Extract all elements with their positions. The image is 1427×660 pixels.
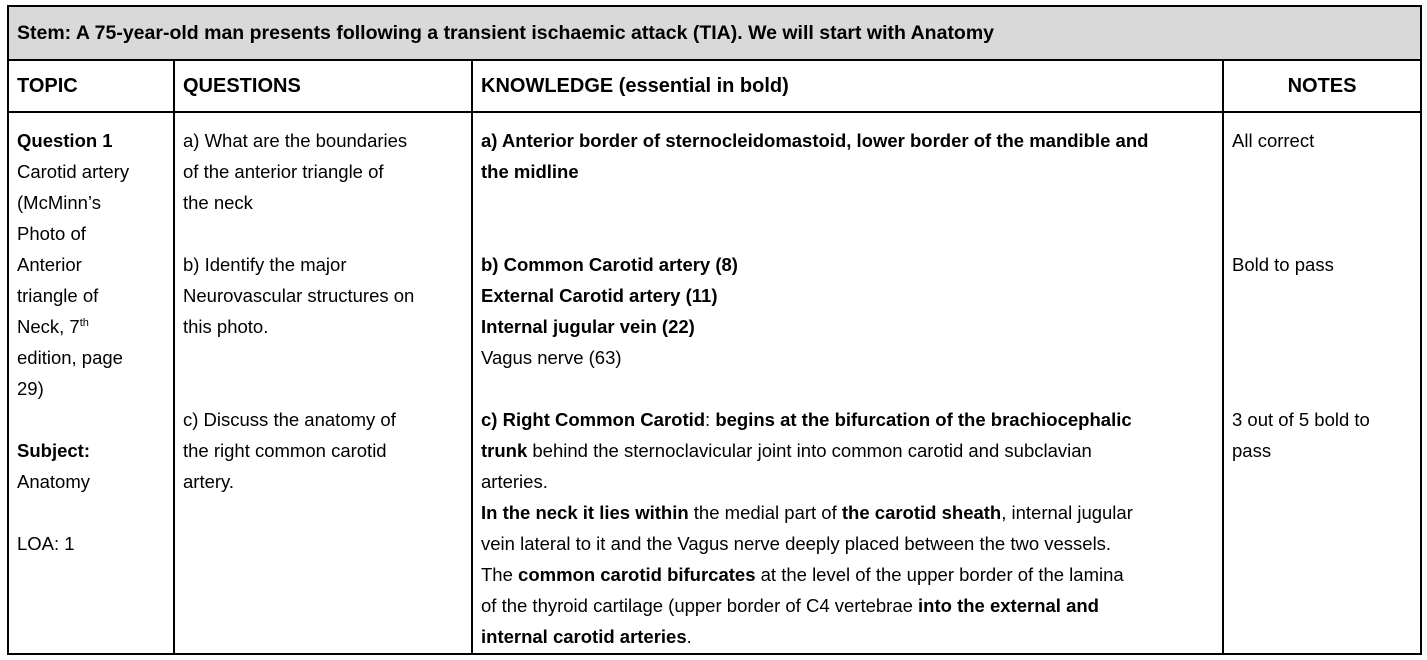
header-questions: QUESTIONS (173, 59, 473, 113)
topic-line: Photo of (17, 223, 86, 244)
topic-line: (McMinn’s (17, 192, 101, 213)
notes-cell: All correct Bold to pass 3 out of 5 bold… (1221, 111, 1423, 655)
header-knowledge: KNOWLEDGE (essential in bold) (471, 59, 1224, 113)
knowledge-b: External Carotid artery (11) (481, 285, 718, 306)
question-b: this photo. (183, 316, 269, 337)
knowledge-cell: a) Anterior border of sternocleidomastoi… (471, 111, 1224, 655)
topic-line: triangle of (17, 285, 99, 306)
note-a: All correct (1232, 130, 1315, 151)
stem-text: Stem: A 75-year-old man presents followi… (17, 21, 995, 44)
question-b: b) Identify the major (183, 254, 347, 275)
exam-table: Stem: A 75-year-old man presents followi… (6, 5, 1423, 655)
topic-line: 29) (17, 378, 44, 399)
topic-line: edition, page (17, 347, 123, 368)
subject-label: Subject: (17, 440, 90, 461)
subject-value: Anatomy (17, 471, 91, 492)
note-c: 3 out of 5 bold to (1232, 409, 1370, 430)
knowledge-a: a) Anterior border of sternocleidomastoi… (481, 130, 1149, 151)
knowledge-c: c) Right Common Carotid: begins at the b… (481, 409, 1132, 430)
note-c: pass (1232, 440, 1272, 461)
knowledge-a: the midline (481, 161, 579, 182)
topic-line: Anterior (17, 254, 82, 275)
stem-header: Stem: A 75-year-old man presents followi… (6, 5, 1423, 61)
question-c: artery. (183, 471, 235, 492)
question-a: a) What are the boundaries (183, 130, 408, 151)
knowledge-c: of the thyroid cartilage (upper border o… (481, 595, 1099, 616)
loa-label: LOA: 1 (17, 533, 75, 554)
question-c: the right common carotid (183, 440, 387, 461)
note-b: Bold to pass (1232, 254, 1334, 275)
knowledge-c: vein lateral to it and the Vagus nerve d… (481, 533, 1112, 554)
topic-line: Carotid artery (17, 161, 130, 182)
header-notes: NOTES (1221, 59, 1423, 113)
knowledge-b: Internal jugular vein (22) (481, 316, 695, 337)
question-c: c) Discuss the anatomy of (183, 409, 396, 430)
knowledge-b: Vagus nerve (63) (481, 347, 622, 368)
questions-cell: a) What are the boundaries of the anteri… (173, 111, 473, 655)
topic-line: Neck, 7th (17, 316, 89, 337)
header-topic: TOPIC (7, 59, 175, 113)
topic-cell: Question 1 Carotid artery (McMinn’s Phot… (7, 111, 175, 655)
knowledge-c: The common carotid bifurcates at the lev… (481, 564, 1124, 585)
knowledge-c: internal carotid arteries. (481, 626, 692, 647)
knowledge-c: trunk behind the sternoclavicular joint … (481, 440, 1092, 461)
knowledge-b: b) Common Carotid artery (8) (481, 254, 738, 275)
knowledge-c: In the neck it lies within the medial pa… (481, 502, 1133, 523)
question-a: of the anterior triangle of (183, 161, 384, 182)
question-a: the neck (183, 192, 253, 213)
knowledge-c: arteries. (481, 471, 548, 492)
question-b: Neurovascular structures on (183, 285, 415, 306)
question-label: Question 1 (17, 130, 113, 151)
